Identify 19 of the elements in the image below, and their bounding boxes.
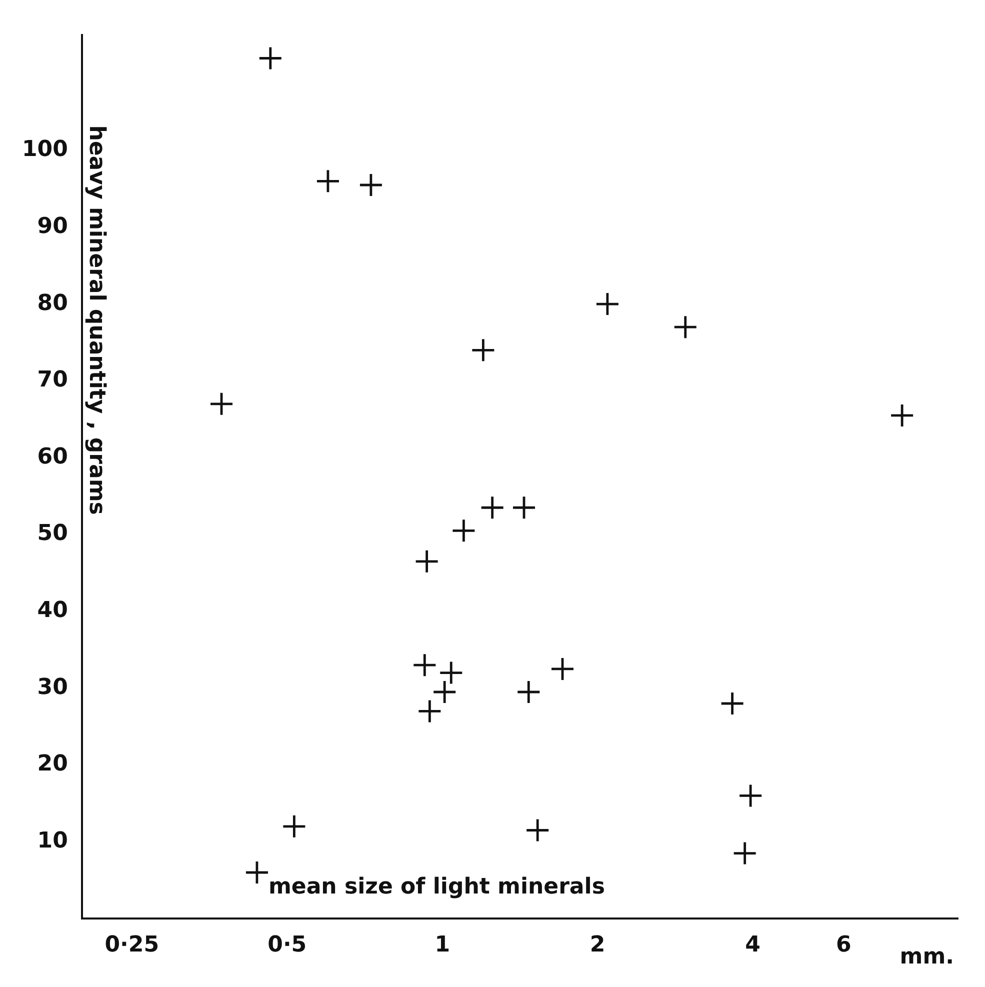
x-tick-label: 0·25 [104, 932, 160, 958]
y-tick-label: 90 [37, 214, 68, 239]
y-tick-label: 10 [37, 828, 68, 854]
x-tick-label: 2 [590, 932, 606, 958]
y-tick-label: 20 [37, 752, 68, 777]
y-tick-label: 40 [37, 598, 68, 624]
y-tick-label: 30 [37, 674, 68, 700]
x-tick-label: 6 [836, 932, 852, 958]
x-tick-label: 0·5 [268, 932, 307, 958]
y-tick-label: 70 [37, 368, 68, 393]
x-axis-title: mean size of light minerals [268, 874, 605, 900]
y-tick-label: 50 [37, 521, 68, 546]
x-tick-label: 4 [745, 932, 760, 958]
text: mm. [900, 944, 954, 970]
x-tick-label: 1 [434, 932, 450, 958]
y-axis-title: heavy mineral quantity , grams [84, 125, 110, 515]
y-tick-label: 100 [22, 137, 68, 162]
y-tick-label: 80 [37, 290, 68, 316]
y-tick-label: 60 [37, 444, 68, 470]
